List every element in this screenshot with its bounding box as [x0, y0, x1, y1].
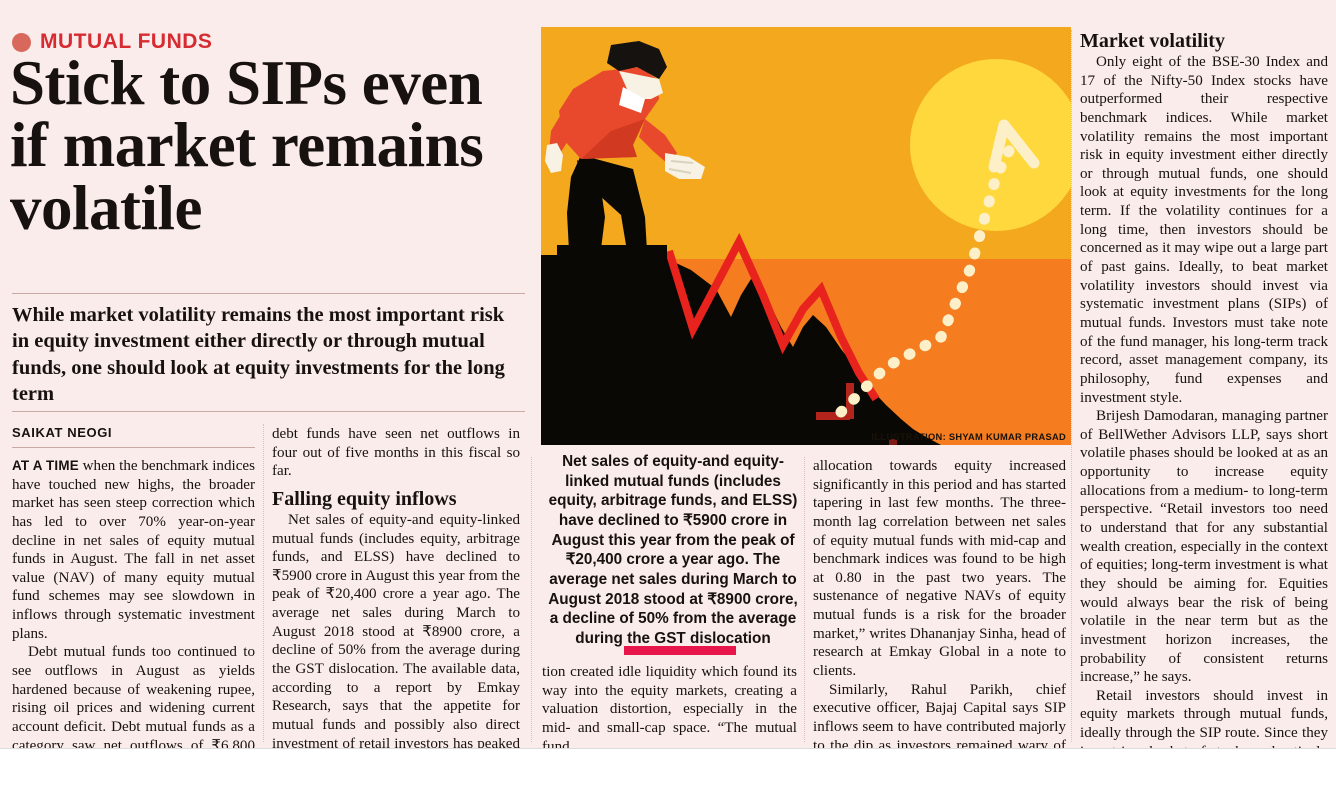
paragraph: Brijesh Damodaran, managing partner of B…	[1080, 408, 1328, 686]
subhead-falling-equity-inflows: Falling equity inflows	[272, 487, 457, 510]
pull-quote-accent-bar	[624, 646, 736, 655]
body-column-1: AT A TIME when the benchmark indices hav…	[12, 457, 255, 795]
body-column-2: debt funds have seen net outflows in fou…	[272, 425, 520, 795]
paragraph: allocation towards equity increased sign…	[813, 458, 1066, 680]
paragraph: debt funds have seen net outflows in fou…	[272, 426, 520, 480]
column-divider	[531, 457, 532, 742]
headline: Stick to SIPs even if market remains vol…	[10, 48, 484, 243]
pull-quote: Net sales of equity-and equity-linked mu…	[548, 453, 798, 647]
paragraph: Only eight of the BSE-30 Index and 17 of…	[1080, 54, 1328, 406]
paragraph: Net sales of equity-and equity-linked mu…	[272, 511, 520, 770]
standfirst: While market volatility remains the most…	[12, 304, 505, 406]
body-column-4: allocation towards equity increased sign…	[813, 457, 1066, 795]
body-column-5: Market volatility Only eight of the BSE-…	[1080, 30, 1328, 795]
illustration-credit: ILLUSTRATION: SHYAM KUMAR PRASAD	[871, 432, 1066, 442]
byline: SAIKAT NEOGI	[12, 425, 255, 448]
epaper-footer: THE FINANCIAL EXPRESS Wed, 12 September …	[0, 748, 1336, 795]
lead-in: AT A TIME	[12, 458, 79, 473]
bullet-dot-icon	[12, 32, 31, 52]
column-divider	[804, 457, 805, 742]
paragraph: when the benchmark indices have touched …	[12, 458, 255, 642]
subhead-market-volatility: Market volatility	[1080, 30, 1225, 52]
paragraph: tion created idle liquidity which found …	[542, 664, 797, 755]
column-divider	[1071, 30, 1072, 742]
article-illustration: ILLUSTRATION: SHYAM KUMAR PRASAD	[541, 27, 1071, 445]
section-kicker[interactable]: MUTUAL FUNDS	[12, 30, 212, 54]
standfirst-divider	[12, 411, 525, 412]
headline-divider	[12, 293, 525, 294]
article-area: MUTUAL FUNDS Stick to SIPs even if marke…	[10, 27, 1328, 795]
body-column-3: tion created idle liquidity which found …	[542, 663, 797, 756]
businessman-figure	[545, 41, 705, 259]
column-divider	[263, 424, 264, 742]
kicker-label: MUTUAL FUNDS	[40, 30, 213, 53]
